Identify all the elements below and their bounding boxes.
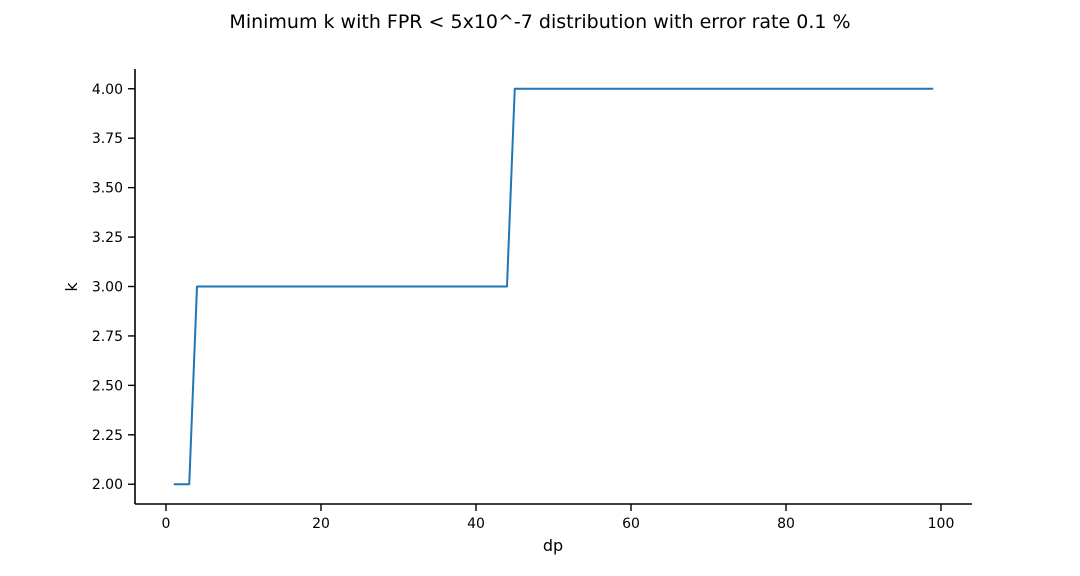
plot-area <box>173 87 934 486</box>
y-axis-label: k <box>62 282 81 292</box>
x-tick-label: 40 <box>467 516 485 532</box>
series-line <box>173 87 934 486</box>
y-tick-label: 2.50 <box>92 378 123 394</box>
y-tick-label: 2.25 <box>92 428 123 444</box>
chart-title: Minimum k with FPR < 5x10^-7 distributio… <box>229 11 850 33</box>
x-tick-label: 20 <box>312 516 330 532</box>
y-tick-label: 2.00 <box>92 477 123 493</box>
x-axis-ticks: 0 20 40 60 80 100 <box>162 504 955 532</box>
x-tick-label: 60 <box>622 516 640 532</box>
y-tick-label: 3.00 <box>92 280 123 296</box>
y-tick-label: 2.75 <box>92 329 123 345</box>
y-axis-ticks: 2.00 2.25 2.50 2.75 3.00 3.25 3.50 3.75 4.00 <box>92 82 135 493</box>
x-tick-label: 100 <box>928 516 955 532</box>
x-tick-label: 80 <box>777 516 795 532</box>
y-tick-label: 4.00 <box>92 82 123 98</box>
y-tick-label: 3.25 <box>92 230 123 246</box>
x-axis-label: dp <box>543 536 563 555</box>
y-tick-label: 3.75 <box>92 131 123 147</box>
x-tick-label: 0 <box>162 516 171 532</box>
y-tick-label: 3.50 <box>92 181 123 197</box>
